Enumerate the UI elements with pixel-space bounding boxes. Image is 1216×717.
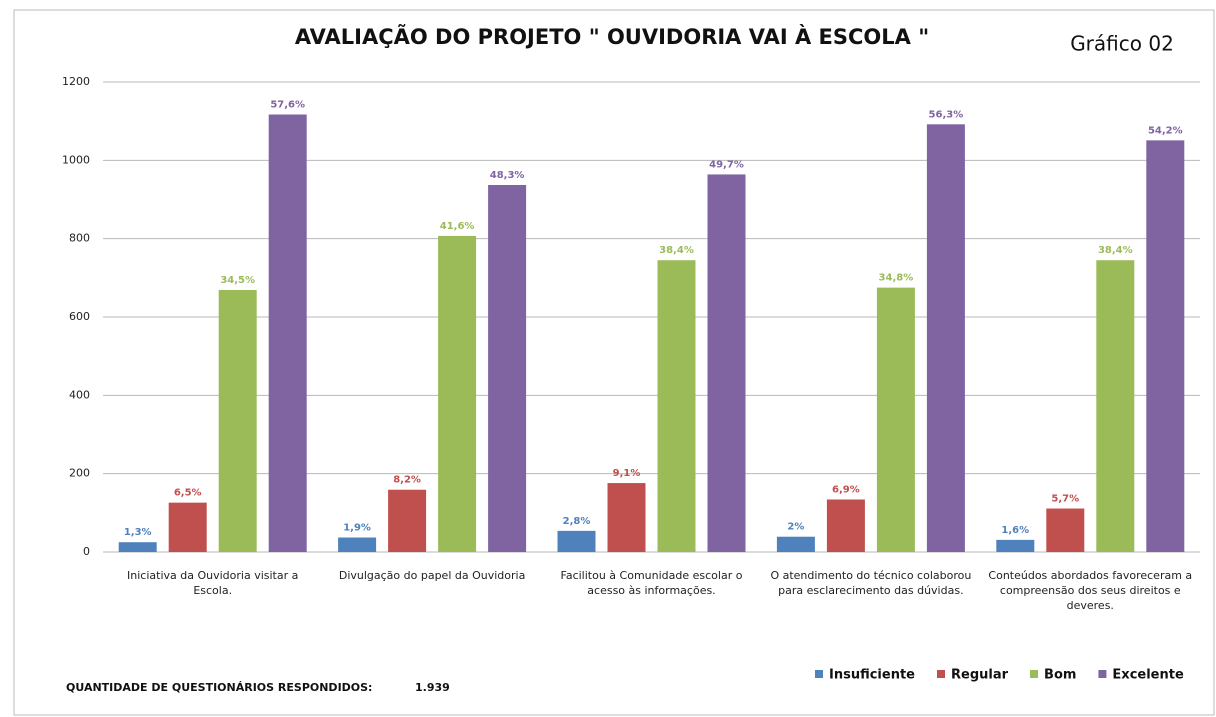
percent-label: 9,1%	[613, 468, 641, 479]
bar	[168, 502, 207, 552]
percent-label: 8,2%	[393, 475, 421, 486]
bar	[268, 114, 307, 552]
x-tick-label: Facilitou à Comunidade escolar o acesso …	[560, 569, 743, 597]
x-tick-label: O atendimento do técnico colaborou para …	[770, 569, 972, 597]
footer-label: QUANTIDADE DE QUESTIONÁRIOS RESPONDIDOS:	[66, 681, 372, 694]
legend-label: Bom	[1044, 668, 1076, 683]
x-tick-label-box: O atendimento do técnico colaborou para …	[770, 569, 972, 597]
bar	[1096, 260, 1135, 552]
percent-label: 2,8%	[563, 516, 591, 527]
bar	[438, 235, 477, 553]
bar	[707, 174, 746, 552]
percent-label: 2%	[787, 522, 804, 533]
legend-label: Excelente	[1112, 668, 1184, 683]
x-tick-label: Iniciativa da Ouvidoria visitar a Escola…	[127, 569, 299, 597]
bar	[218, 289, 257, 552]
x-tick-label: Conteúdos abordados favoreceram a compre…	[988, 569, 1193, 612]
percent-label: 6,9%	[832, 485, 860, 496]
legend-swatch	[815, 670, 823, 678]
percent-label: 1,9%	[343, 523, 371, 534]
bar	[1146, 140, 1185, 552]
y-tick-label: 1200	[62, 75, 90, 88]
percent-label: 34,5%	[220, 275, 255, 286]
footer-value: 1.939	[415, 681, 450, 694]
y-tick-label: 600	[69, 310, 90, 323]
legend-label: Insuficiente	[829, 668, 915, 683]
legend-swatch	[937, 670, 945, 678]
percent-label: 56,3%	[929, 109, 964, 120]
bar	[488, 185, 527, 552]
chart-frame	[13, 9, 1215, 716]
bar	[876, 287, 915, 552]
percent-label: 54,2%	[1148, 125, 1183, 136]
percent-label: 48,3%	[490, 170, 525, 181]
percent-label: 34,8%	[879, 273, 914, 284]
bar	[1046, 508, 1085, 552]
percent-label: 49,7%	[709, 159, 744, 170]
bar	[118, 542, 157, 552]
x-tick-label-box: Conteúdos abordados favoreceram a compre…	[988, 569, 1193, 612]
legend-label: Regular	[951, 668, 1009, 683]
percent-label: 5,7%	[1051, 494, 1079, 505]
y-tick-label: 0	[83, 545, 90, 558]
percent-label: 38,4%	[1098, 245, 1133, 256]
x-tick-label-box: Divulgação do papel da Ouvidoria	[338, 569, 526, 582]
percent-label: 1,3%	[124, 527, 152, 538]
x-tick-label: Divulgação do papel da Ouvidoria	[338, 569, 526, 582]
percent-label: 57,6%	[270, 100, 305, 111]
y-tick-label: 400	[69, 388, 90, 401]
bar	[826, 499, 865, 552]
legend-swatch	[1098, 670, 1107, 678]
y-tick-label: 1000	[62, 153, 90, 166]
bar	[388, 489, 427, 552]
percent-label: 38,4%	[659, 245, 694, 256]
bar	[776, 536, 815, 552]
bar	[557, 530, 596, 552]
bar	[607, 483, 646, 552]
percent-label: 6,5%	[174, 488, 202, 499]
y-tick-label: 200	[69, 467, 90, 480]
bar	[996, 539, 1035, 552]
percent-label: 41,6%	[440, 221, 475, 232]
x-tick-label-box: Iniciativa da Ouvidoria visitar a Escola…	[127, 569, 299, 597]
bar	[338, 537, 377, 552]
y-tick-label: 800	[69, 232, 90, 245]
bar	[926, 124, 965, 553]
x-tick-label-box: Facilitou à Comunidade escolar o acesso …	[560, 569, 743, 597]
legend-swatch	[1030, 670, 1039, 678]
percent-label: 1,6%	[1001, 525, 1029, 536]
chart-subtitle: Gráfico 02	[1070, 32, 1174, 56]
bar	[657, 260, 696, 552]
chart-title: AVALIAÇÃO DO PROJETO " OUVIDORIA VAI À E…	[295, 24, 929, 49]
